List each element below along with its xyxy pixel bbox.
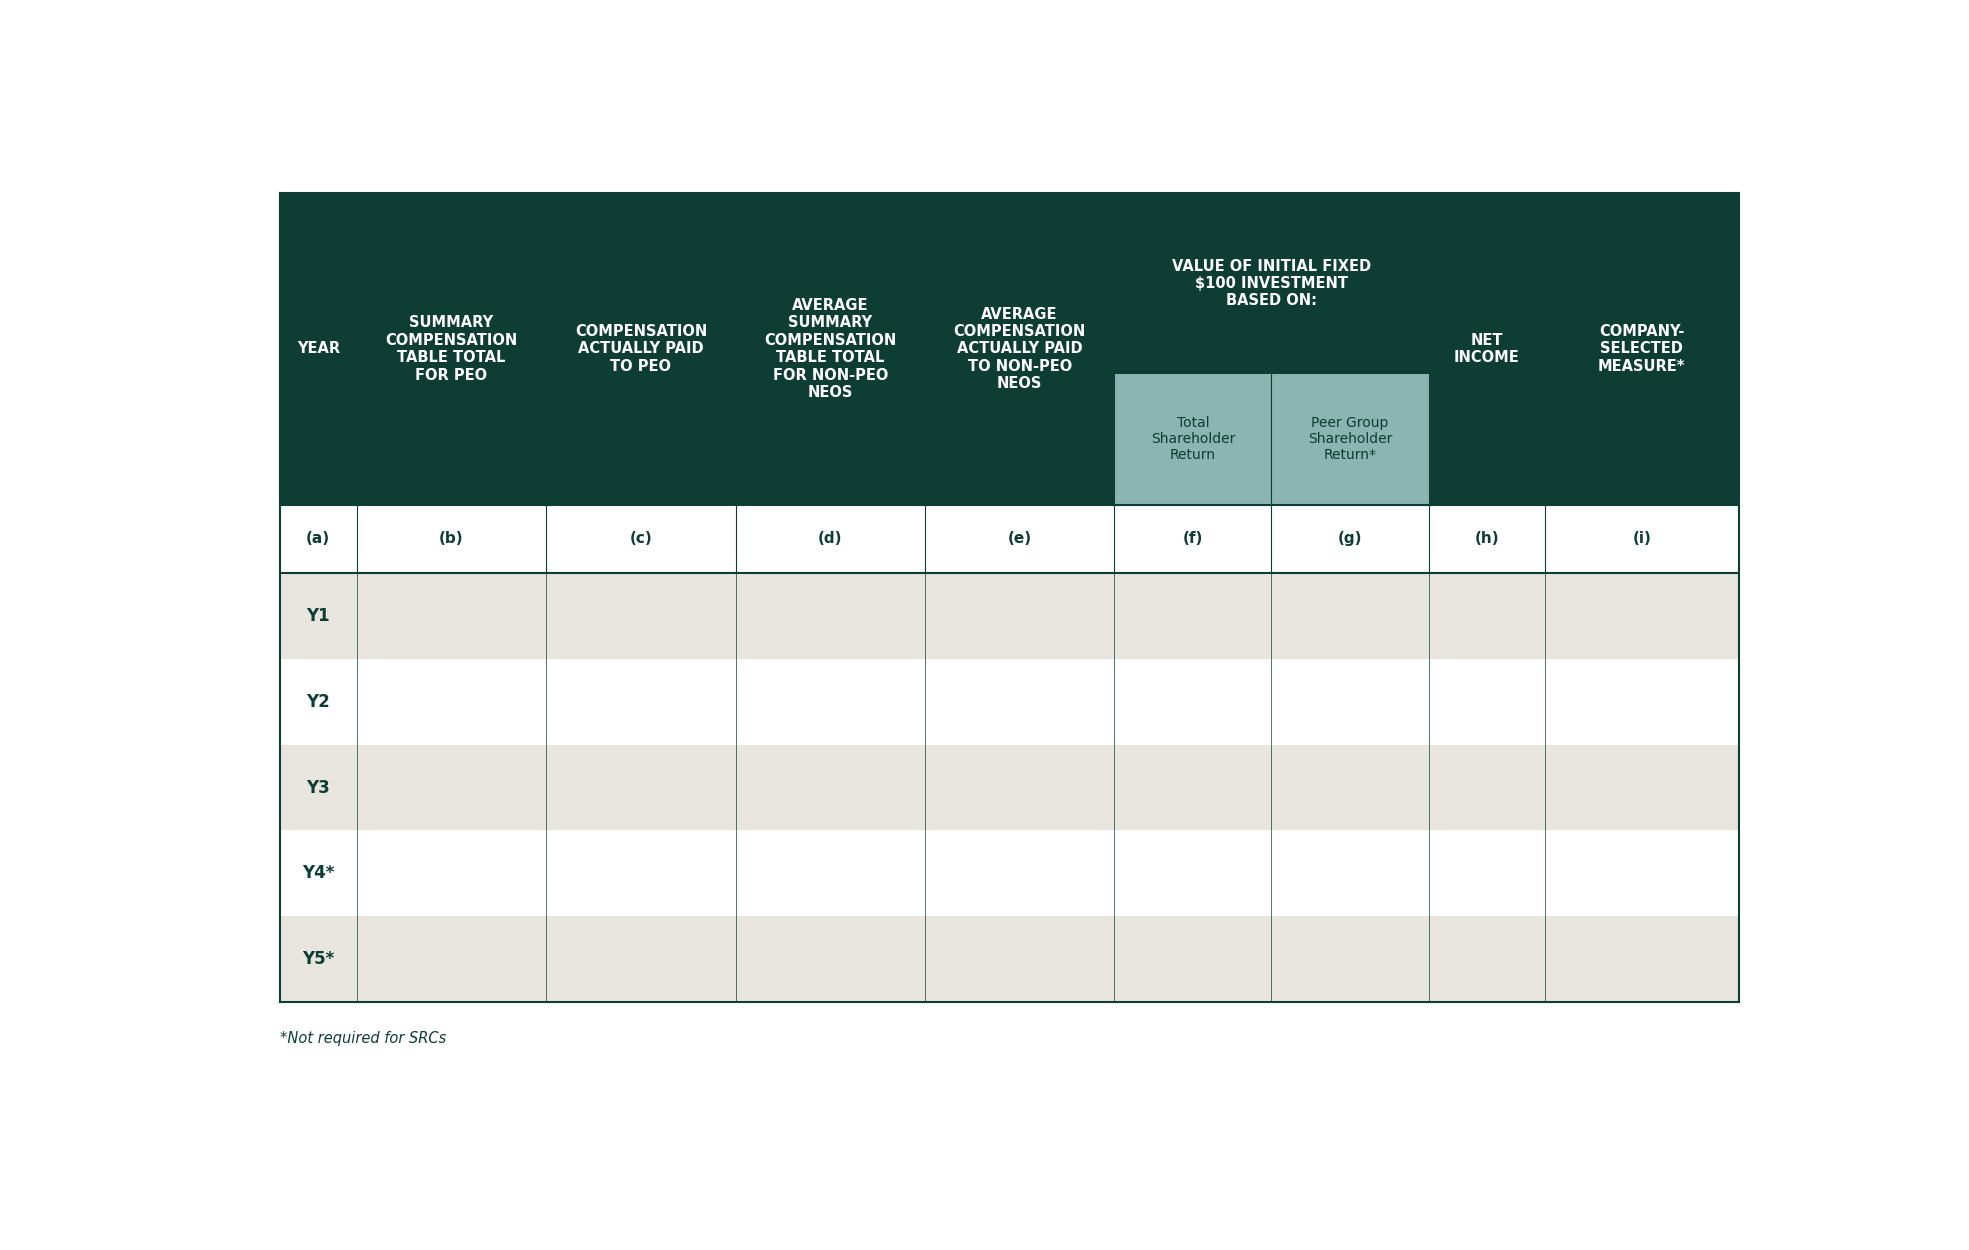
Text: Total
Shareholder
Return: Total Shareholder Return — [1150, 416, 1235, 462]
Bar — [1546, 830, 1739, 916]
Text: Y3: Y3 — [307, 779, 331, 796]
Bar — [545, 916, 736, 1001]
Bar — [356, 574, 545, 659]
Bar — [1429, 745, 1546, 830]
Bar — [280, 830, 356, 916]
Text: Y5*: Y5* — [301, 950, 335, 968]
Bar — [1114, 745, 1272, 830]
Bar — [1546, 916, 1739, 1001]
Bar — [925, 574, 1114, 659]
Text: AVERAGE
COMPENSATION
ACTUALLY PAID
TO NON-PEO
NEOS: AVERAGE COMPENSATION ACTUALLY PAID TO NO… — [953, 306, 1085, 391]
Text: (b): (b) — [439, 531, 465, 546]
Bar — [736, 659, 925, 745]
Bar — [925, 505, 1114, 574]
Bar — [356, 194, 545, 505]
Bar — [545, 194, 736, 505]
Bar — [1114, 505, 1272, 574]
Bar — [1546, 505, 1739, 574]
Bar — [1546, 659, 1739, 745]
Text: Peer Group
Shareholder
Return*: Peer Group Shareholder Return* — [1307, 416, 1392, 462]
Text: Y2: Y2 — [307, 693, 331, 711]
Bar — [1114, 194, 1272, 505]
Bar — [925, 830, 1114, 916]
Bar — [280, 574, 356, 659]
Bar — [1114, 374, 1429, 505]
Bar — [280, 916, 356, 1001]
Bar — [280, 659, 356, 745]
Bar — [356, 830, 545, 916]
Text: (a): (a) — [307, 531, 331, 546]
Text: (d): (d) — [817, 531, 843, 546]
Bar — [1429, 574, 1546, 659]
Bar — [1546, 574, 1739, 659]
Bar — [1114, 916, 1272, 1001]
Text: (f): (f) — [1183, 531, 1203, 546]
Text: YEAR: YEAR — [297, 341, 341, 356]
Bar — [736, 505, 925, 574]
Bar — [736, 916, 925, 1001]
Text: (i): (i) — [1632, 531, 1652, 546]
Bar — [545, 745, 736, 830]
Bar — [280, 194, 356, 505]
Text: Y1: Y1 — [307, 608, 331, 625]
Bar — [736, 830, 925, 916]
Bar — [1429, 830, 1546, 916]
Text: SUMMARY
COMPENSATION
TABLE TOTAL
FOR PEO: SUMMARY COMPENSATION TABLE TOTAL FOR PEO — [386, 315, 518, 382]
Bar — [545, 574, 736, 659]
Bar — [1429, 194, 1546, 505]
Text: VALUE OF INITIAL FIXED
$100 INVESTMENT
BASED ON:: VALUE OF INITIAL FIXED $100 INVESTMENT B… — [1172, 259, 1370, 309]
Bar — [545, 505, 736, 574]
Bar — [545, 659, 736, 745]
Text: COMPENSATION
ACTUALLY PAID
TO PEO: COMPENSATION ACTUALLY PAID TO PEO — [575, 324, 707, 374]
Text: AVERAGE
SUMMARY
COMPENSATION
TABLE TOTAL
FOR NON-PEO
NEOS: AVERAGE SUMMARY COMPENSATION TABLE TOTAL… — [764, 298, 896, 400]
Bar — [925, 745, 1114, 830]
Bar — [280, 745, 356, 830]
Bar — [736, 194, 925, 505]
Bar — [356, 916, 545, 1001]
Text: (h): (h) — [1475, 531, 1498, 546]
Bar — [1272, 194, 1429, 505]
Bar — [1114, 659, 1272, 745]
Bar — [1272, 659, 1429, 745]
Bar — [1429, 659, 1546, 745]
Bar — [736, 574, 925, 659]
Text: (e): (e) — [1008, 531, 1032, 546]
Text: (c): (c) — [630, 531, 652, 546]
Bar — [925, 194, 1114, 505]
Bar — [1429, 505, 1546, 574]
Bar — [1114, 574, 1272, 659]
Bar — [1546, 745, 1739, 830]
Bar — [545, 830, 736, 916]
Bar — [1546, 194, 1739, 505]
Text: COMPANY-
SELECTED
MEASURE*: COMPANY- SELECTED MEASURE* — [1599, 324, 1685, 374]
Bar — [1272, 830, 1429, 916]
Text: (g): (g) — [1337, 531, 1363, 546]
Bar — [1272, 505, 1429, 574]
Bar — [1114, 830, 1272, 916]
Text: *Not required for SRCs: *Not required for SRCs — [280, 1031, 445, 1046]
Bar — [356, 505, 545, 574]
Bar — [1272, 745, 1429, 830]
Bar — [925, 659, 1114, 745]
Bar — [1272, 916, 1429, 1001]
Bar — [736, 745, 925, 830]
Bar — [1272, 574, 1429, 659]
Bar — [356, 745, 545, 830]
Bar — [925, 916, 1114, 1001]
Text: Y4*: Y4* — [301, 864, 335, 882]
Text: NET
INCOME: NET INCOME — [1453, 332, 1520, 365]
Bar — [280, 505, 356, 574]
Bar — [356, 659, 545, 745]
Bar — [1429, 916, 1546, 1001]
